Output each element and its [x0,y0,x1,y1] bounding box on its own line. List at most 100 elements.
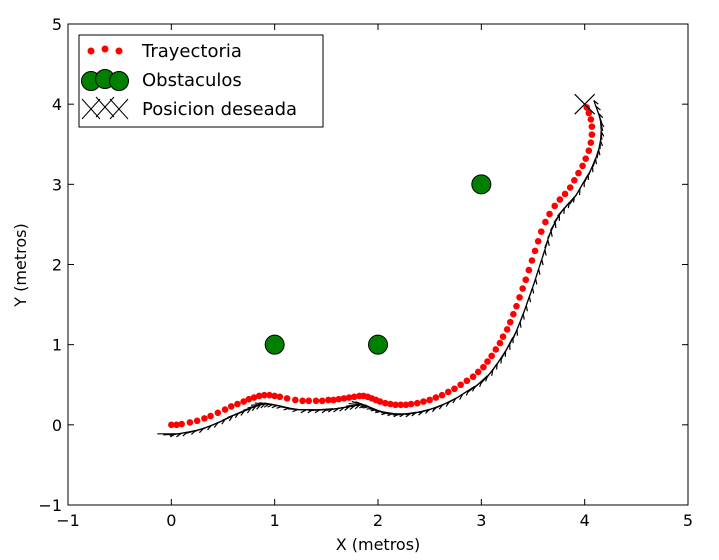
trajectory-point [583,104,591,111]
trajectory-point [566,184,574,191]
trajectory-point [575,169,582,177]
x-tick-label: 5 [683,511,693,530]
trajectory-point [510,310,517,318]
trajectory-point [484,358,491,365]
trajectory-point [261,391,268,399]
trajectory-point [283,395,291,402]
target-stroke [574,93,596,115]
trajectory-point [585,147,593,154]
legend-label-obstacles: Obstaculos [142,70,242,91]
trajectory-point [582,155,589,162]
trajectory-point [292,396,299,404]
trajectory-point [345,394,353,401]
trajectory-point [463,377,471,385]
trajectory-point [173,421,180,429]
trajectory-point [392,401,399,409]
trajectory-layer [168,104,596,429]
trajectory-point [407,400,415,408]
trajectory-point [506,318,514,326]
x-tick-label: 4 [580,511,590,530]
direction-arrow-head [354,404,360,410]
trajectory-point [480,363,487,371]
trajectory-point [305,397,313,405]
legend-label-trajectory: Trayectoria [141,41,242,62]
trajectory-point [432,394,440,401]
trajectory-point [340,395,348,402]
trajectory-point [542,218,549,226]
trajectory-point [531,247,539,255]
trajectory-point [221,406,229,413]
trajectory-point [240,398,247,405]
trajectory-point [551,202,558,210]
trajectory-point [250,394,258,401]
obstacles-layer [264,174,492,355]
legend-marker-target [81,96,129,120]
trajectory-point [444,388,452,396]
trajectory-point [451,385,458,393]
trajectory-point [587,116,595,123]
direction-arrow-head [593,100,599,105]
trajectory-point [186,419,194,426]
trajectory-point [519,285,526,292]
trajectory-point [534,237,542,245]
trajectory-point [588,131,596,138]
x-tick-label: −1 [56,511,80,530]
y-tick-label: 2 [52,256,62,275]
trajectory-point [381,399,389,407]
legend-marker-trajectory [87,45,123,55]
y-tick-label: 3 [52,175,62,194]
target-layer [574,93,596,115]
legend-marker-obstacles [81,69,129,91]
trajectory-point [312,397,320,405]
trajectory-point [525,266,533,274]
direction-arrow-head [333,408,339,413]
direction-arrow-head [256,404,261,410]
trajectory-point [402,401,410,409]
trajectory-point [207,412,214,420]
direction-arrow-head [246,407,252,414]
trajectory-point [201,415,208,422]
y-tick-label: −1 [38,496,62,515]
trajectory-point [271,392,278,400]
legend-label-target: Posicion deseada [142,99,297,120]
trajectory-point [587,139,595,146]
trajectory-point [457,381,464,389]
trajectory-point [426,396,433,404]
direction-arrow-head [300,409,307,414]
trajectory-point [488,352,495,360]
trajectory-point [330,396,337,404]
x-axis-label: X (metros) [336,535,421,554]
trajectory-point [496,339,504,347]
trajectory-point [413,399,421,407]
direction-arrow-head [459,394,463,400]
trajectory-point [522,276,530,284]
trajectory-point [234,400,241,408]
y-tick-label: 4 [52,95,62,114]
trajectory-point [588,123,596,130]
direction-arrow-head [228,415,234,422]
trajectory-point [350,393,358,401]
x-tick-label: 1 [270,511,280,530]
y-tick-label: 0 [52,416,62,435]
trajectory-point [214,409,222,417]
ticks-layer: −1 0 1 2 3 4 5 −1 0 1 2 3 4 5 [38,15,693,530]
direction-arrow [593,100,601,118]
trajectory-point [255,392,263,400]
trajectory-point [561,190,569,198]
trajectory-point [438,391,446,399]
x-tick-label: 3 [476,511,486,530]
trajectory-point [492,346,500,353]
obstacle-marker [471,174,492,195]
trajectory-point [474,368,482,376]
trajectory-point [469,373,477,381]
trajectory-point [397,401,405,409]
trajectory-point [178,420,185,428]
trajectory-point [537,228,545,235]
trajectory-point [318,397,326,405]
trajectory-point [546,210,553,218]
x-tick-label: 0 [166,511,176,530]
y-tick-label: 5 [52,15,62,34]
trajectory-point [556,196,564,203]
y-tick-label: 1 [52,336,62,355]
